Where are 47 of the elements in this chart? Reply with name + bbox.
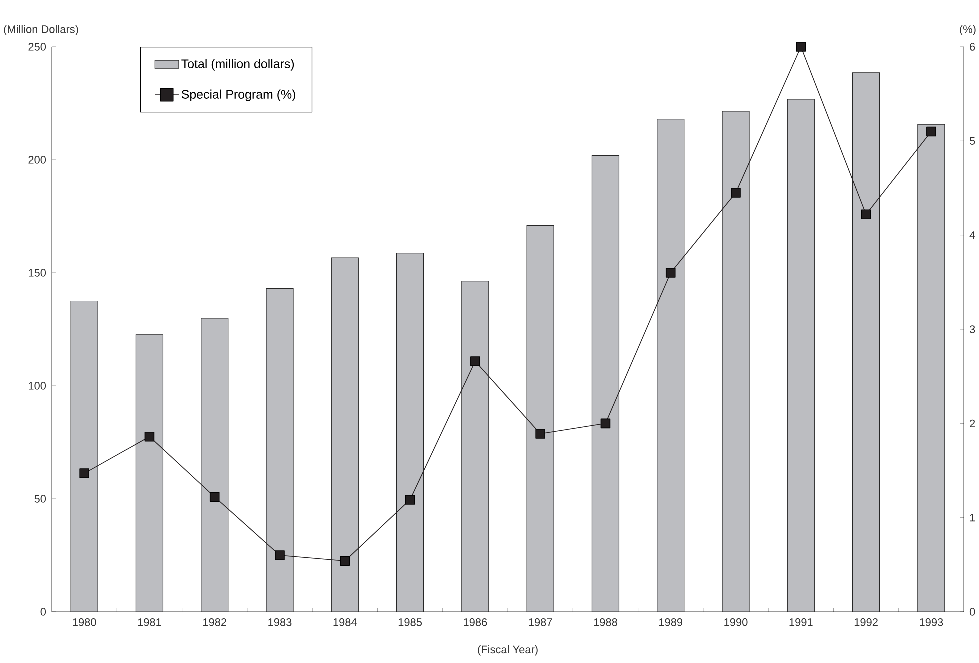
x-tick-label: 1989: [660, 618, 683, 626]
y2-axis-title: (%): [960, 25, 976, 36]
y2-tick-label: 1: [970, 514, 976, 522]
point: [470, 356, 480, 366]
y-tick-label: 150: [29, 269, 46, 277]
y2-tick-label: 0: [970, 608, 976, 616]
x-tick-label: 1990: [724, 618, 748, 626]
y-tick-label: 200: [28, 156, 46, 164]
y2-tick-label: 2: [970, 420, 976, 428]
point: [144, 432, 155, 442]
point: [861, 210, 872, 220]
x-tick-label: 1985: [398, 618, 422, 626]
y-tick-label: 100: [29, 382, 46, 390]
y2-tick-label: 4: [970, 232, 976, 240]
point: [210, 492, 220, 502]
point: [796, 42, 806, 52]
x-tick-label: 1987: [529, 618, 552, 626]
x-tick-label: 1983: [268, 618, 292, 626]
x-tick-label: 1984: [334, 618, 357, 626]
y-axis-title: (Million Dollars): [4, 25, 78, 36]
bar: [787, 99, 815, 612]
point: [536, 429, 546, 439]
y2-tick-label: 5: [970, 137, 976, 145]
y2-tick-label: 3: [970, 326, 976, 334]
x-tick-label: 1980: [73, 618, 96, 626]
point: [340, 556, 350, 566]
x-tick-label: 1986: [464, 618, 488, 626]
x-axis-title: (Fiscal Year): [478, 646, 538, 656]
point: [405, 495, 416, 505]
x-tick-label: 1991: [790, 618, 813, 626]
y-tick-label: 50: [34, 495, 46, 503]
x-tick-label: 1993: [920, 618, 944, 626]
point: [926, 126, 936, 137]
x-tick-label: 1992: [854, 618, 878, 626]
x-tick-label: 1981: [138, 618, 162, 626]
legend-label: Total (million dollars): [182, 59, 294, 71]
x-tick-label: 1982: [203, 618, 226, 626]
y-tick-label: 0: [40, 608, 46, 616]
y2-tick-label: 6: [970, 43, 976, 51]
point: [600, 418, 611, 429]
point: [666, 268, 676, 278]
point: [275, 550, 285, 560]
point: [731, 188, 741, 198]
x-tick-label: 1988: [594, 618, 618, 626]
y-tick-label: 250: [28, 43, 46, 51]
point: [80, 468, 90, 478]
legend-label: Special Program (%): [182, 90, 296, 102]
